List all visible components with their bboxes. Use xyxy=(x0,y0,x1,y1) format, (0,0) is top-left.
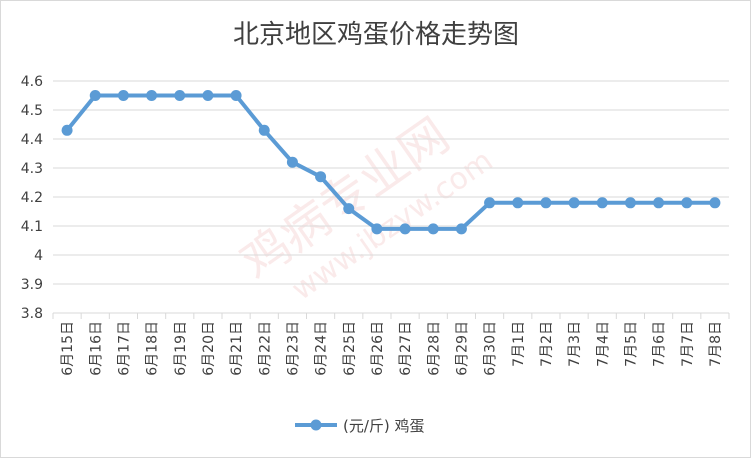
data-point xyxy=(117,90,129,101)
x-tick-label: 6月23日 xyxy=(285,321,301,376)
data-point xyxy=(174,90,186,101)
data-point xyxy=(455,223,467,235)
legend-label: (元/斤) 鸡蛋 xyxy=(343,417,425,435)
x-tick-label: 7月2日 xyxy=(539,321,555,367)
x-tick-label: 6月18日 xyxy=(145,321,161,376)
x-tick-label: 7月5日 xyxy=(623,321,639,367)
data-point xyxy=(681,197,693,209)
x-tick-label: 6月25日 xyxy=(342,321,358,376)
data-point xyxy=(596,197,608,209)
data-point xyxy=(512,197,524,209)
x-tick-label: 6月26日 xyxy=(370,321,386,376)
y-tick-label: 3.9 xyxy=(21,277,43,293)
x-axis-ticks: 6月15日 6月16日 6月17日 6月18日 6月19日 6月20日 6月21日 6月22日… xyxy=(60,321,724,376)
x-tick-label: 6月19日 xyxy=(173,321,189,376)
data-point xyxy=(202,90,214,101)
legend-marker xyxy=(310,419,322,431)
x-tick-label: 7月8日 xyxy=(708,321,724,367)
y-tick-label: 4.5 xyxy=(21,103,43,119)
data-point xyxy=(343,203,355,215)
data-point xyxy=(89,90,101,101)
data-point xyxy=(709,197,721,209)
data-point xyxy=(146,90,158,101)
data-point xyxy=(258,124,270,136)
series-layer xyxy=(61,90,721,235)
x-tick-label: 7月7日 xyxy=(680,321,696,367)
data-point xyxy=(568,197,580,209)
y-tick-label: 4 xyxy=(34,248,43,264)
grid-lines xyxy=(52,80,730,319)
y-tick-label: 4.3 xyxy=(21,161,43,177)
data-point xyxy=(653,197,665,209)
y-tick-label: 4.1 xyxy=(21,219,43,235)
x-tick-label: 6月30日 xyxy=(483,321,499,376)
y-tick-label: 3.8 xyxy=(21,306,43,322)
x-tick-label: 7月4日 xyxy=(595,321,611,367)
x-tick-label: 6月27日 xyxy=(398,321,414,376)
x-tick-label: 7月3日 xyxy=(567,321,583,367)
x-tick-label: 6月21日 xyxy=(229,321,245,376)
data-point xyxy=(624,197,636,209)
x-tick-label: 6月28日 xyxy=(426,321,442,376)
y-axis-ticks: 3.8 3.9 4 4.1 4.2 4.3 4.4 4.5 4.6 xyxy=(21,74,43,322)
y-tick-label: 4.4 xyxy=(21,132,43,148)
data-point xyxy=(286,156,298,168)
data-point xyxy=(61,124,73,136)
data-point xyxy=(540,197,552,209)
x-tick-label: 6月24日 xyxy=(314,321,330,376)
x-tick-label: 7月6日 xyxy=(652,321,668,367)
x-tick-label: 7月1日 xyxy=(511,321,527,367)
data-point xyxy=(427,223,439,235)
chart-title: 北京地区鸡蛋价格走势图 xyxy=(233,20,519,50)
y-tick-label: 4.2 xyxy=(21,190,43,206)
y-tick-label: 4.6 xyxy=(21,74,43,90)
data-point xyxy=(484,197,496,209)
data-point xyxy=(371,223,383,235)
data-point xyxy=(230,90,242,101)
data-point xyxy=(399,223,411,235)
x-tick-label: 6月20日 xyxy=(201,321,217,376)
x-tick-label: 6月29日 xyxy=(454,321,470,376)
x-tick-label: 6月22日 xyxy=(257,321,273,376)
data-point xyxy=(315,171,327,183)
x-tick-label: 6月16日 xyxy=(88,321,104,376)
x-tick-label: 6月17日 xyxy=(116,321,132,376)
x-tick-label: 6月15日 xyxy=(60,321,76,376)
legend: (元/斤) 鸡蛋 xyxy=(295,417,425,435)
